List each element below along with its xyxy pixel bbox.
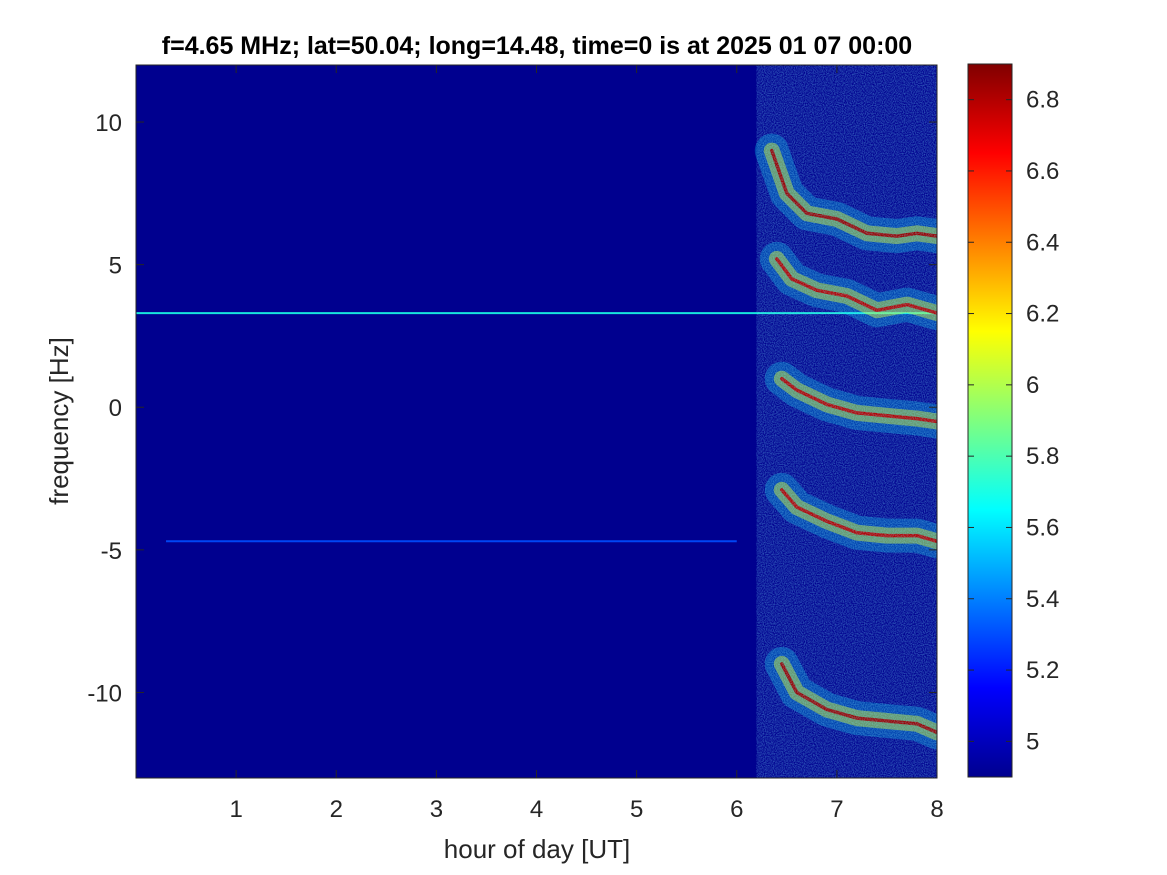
y-tick-label: 5 bbox=[109, 253, 122, 280]
colorbar-tick-label: 6.2 bbox=[1026, 301, 1059, 328]
x-tick-label: 3 bbox=[430, 796, 443, 823]
x-tick-label: 4 bbox=[530, 796, 543, 823]
colorbar-tick-label: 6 bbox=[1026, 372, 1039, 399]
chart-title: f=4.65 MHz; lat=50.04; long=14.48, time=… bbox=[162, 32, 912, 60]
heat-layer bbox=[136, 65, 937, 778]
plot-area bbox=[135, 64, 938, 779]
x-tick-label: 5 bbox=[630, 796, 643, 823]
noise-texture bbox=[756, 65, 937, 778]
colorbar-tick-label: 5.6 bbox=[1026, 514, 1059, 541]
y-tick-label: 10 bbox=[95, 110, 122, 137]
x-axis: 1 2 3 4 5 6 7 8 bbox=[229, 65, 944, 823]
colorbar-tick-label: 5 bbox=[1026, 728, 1039, 755]
colorbar-tick-label: 6.4 bbox=[1026, 229, 1059, 256]
x-axis-label: hour of day [UT] bbox=[444, 834, 630, 864]
y-axis-label: frequency [Hz] bbox=[44, 337, 74, 505]
colorbar-gradient bbox=[967, 63, 1013, 778]
colorbar-tick-label: 5.4 bbox=[1026, 586, 1059, 613]
colorbar-tick-label: 5.8 bbox=[1026, 443, 1059, 470]
colorbar-ticks: 5 5.2 5.4 5.6 5.8 6 6.2 6.4 6.6 6.8 bbox=[968, 87, 1059, 755]
colorbar: 5 5.2 5.4 5.6 5.8 6 6.2 6.4 6.6 6.8 bbox=[967, 63, 1059, 778]
x-tick-label: 8 bbox=[930, 796, 943, 823]
y-tick-label: -10 bbox=[87, 680, 122, 707]
x-tick-label: 1 bbox=[229, 796, 242, 823]
y-tick-label: 0 bbox=[109, 395, 122, 422]
y-tick-label: -5 bbox=[101, 538, 122, 565]
colorbar-tick-label: 5.2 bbox=[1026, 657, 1059, 684]
y-axis: -10 -5 0 5 10 bbox=[87, 110, 937, 707]
x-tick-label: 6 bbox=[730, 796, 743, 823]
x-tick-label: 7 bbox=[830, 796, 843, 823]
colorbar-tick-label: 6.8 bbox=[1026, 87, 1059, 114]
x-tick-label: 2 bbox=[330, 796, 343, 823]
colorbar-tick-label: 6.6 bbox=[1026, 158, 1059, 185]
